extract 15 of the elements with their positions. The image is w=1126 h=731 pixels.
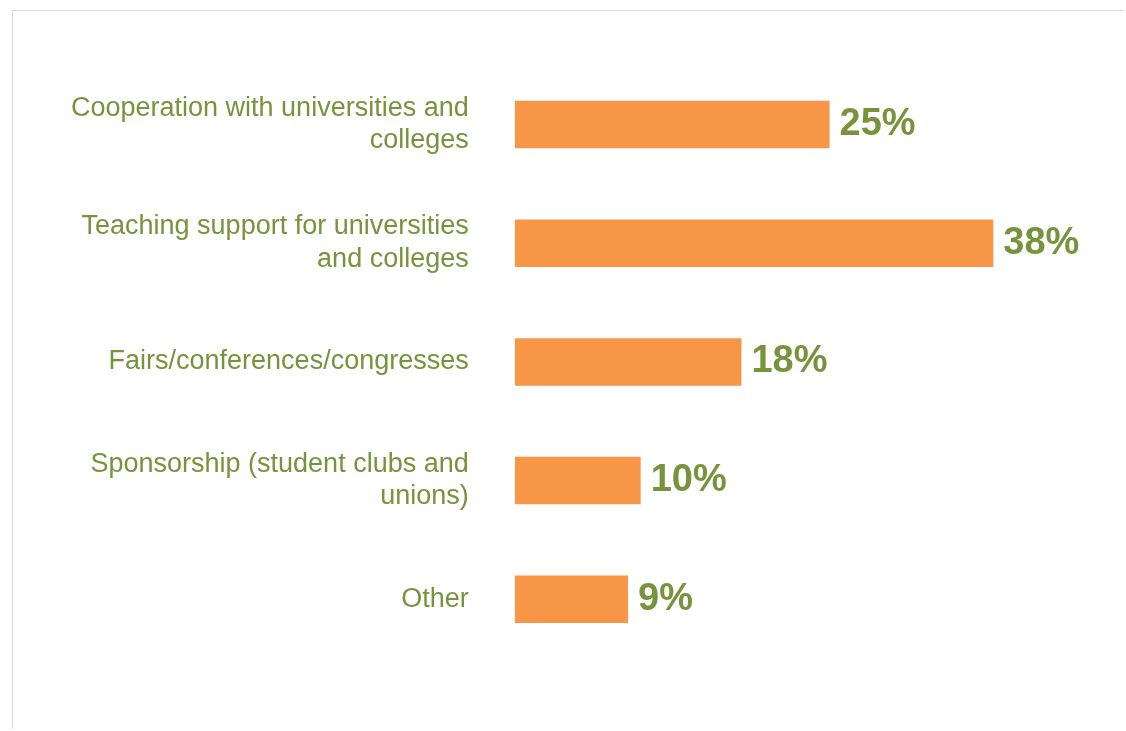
y-tick-label: Other — [401, 582, 469, 613]
bar — [514, 456, 641, 505]
y-tick-label: Sponsorship (student clubs and unions) — [90, 447, 469, 511]
data-label: 38% — [1003, 219, 1080, 262]
data-label: 25% — [839, 101, 916, 144]
bar — [514, 338, 742, 386]
bar — [514, 575, 629, 623]
y-tick-label: Teaching support for universities and colleges — [81, 210, 469, 273]
data-label: 18% — [751, 338, 828, 381]
data-label: 10% — [650, 457, 727, 500]
bar — [514, 100, 830, 149]
bar — [514, 219, 994, 267]
data-label: 9% — [638, 575, 693, 618]
y-tick-label: Fairs/conferences/congresses — [108, 345, 469, 376]
y-tick-label: Cooperation with universities and colleges — [70, 91, 469, 155]
